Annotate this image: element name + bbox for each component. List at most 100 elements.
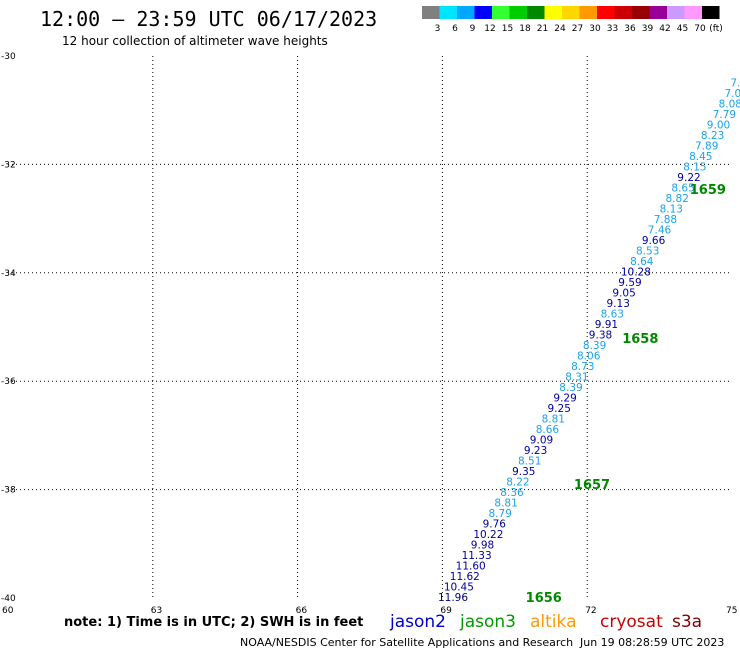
wave-height-value: 7.89 (695, 141, 718, 153)
legend-swatch (527, 6, 545, 19)
legend-swatch (457, 6, 475, 19)
track-time-label: 1656 (526, 591, 562, 606)
wave-height-value: 8.08 (719, 99, 740, 111)
wave-height-value: 8.81 (542, 414, 565, 426)
wave-height-observations: 11.9610.4511.6211.6011.339.9810.229.768.… (438, 67, 740, 604)
lon-tick-label: 60 (2, 606, 14, 616)
wave-height-value: 8.45 (689, 151, 712, 163)
legend-swatch (667, 6, 685, 19)
wave-height-value: 9.38 (589, 330, 612, 342)
lon-tick-label: 75 (726, 606, 737, 616)
wave-height-value: 8.64 (630, 256, 654, 268)
legend-label: 3 (435, 24, 441, 34)
lon-tick-label: 66 (296, 606, 308, 616)
lat-tick-label: -40 (1, 594, 16, 604)
wave-height-value: 11.60 (456, 561, 486, 573)
wave-height-value: 7.09 (725, 88, 740, 100)
wave-height-value: 8.66 (536, 424, 560, 436)
satellite-name: altika (530, 612, 577, 632)
lon-tick-label: 69 (440, 606, 452, 616)
lat-tick-label: -32 (1, 160, 16, 170)
footer-credit: NOAA/NESDIS Center for Satellite Applica… (240, 636, 573, 649)
wave-height-value: 8.31 (565, 372, 588, 384)
wave-height-value: 11.33 (462, 550, 492, 562)
wave-height-value: 10.22 (473, 529, 503, 541)
wave-height-value: 7.46 (648, 225, 672, 237)
legend-label: 12 (484, 24, 495, 34)
wave-height-value: 9.22 (677, 172, 700, 184)
legend-swatch (649, 6, 667, 19)
satellite-name: cryosat (600, 612, 663, 632)
wave-height-value: 9.23 (524, 445, 547, 457)
wave-height-value: 8.51 (518, 456, 541, 468)
legend-unit: (ft) (709, 24, 723, 34)
wave-height-value: 7.79 (713, 109, 736, 121)
wave-height-value: 9.35 (512, 466, 535, 478)
legend-swatch (509, 6, 527, 19)
satellite-name: jason3 (459, 612, 516, 632)
legend-label: 9 (470, 24, 476, 34)
wave-height-value: 9.25 (548, 403, 571, 415)
legend-swatch (562, 6, 580, 19)
track-time-label: 1658 (622, 332, 658, 347)
wave-height-value: 8.39 (583, 340, 606, 352)
wave-height-value: 10.28 (621, 267, 651, 279)
footer-timestamp: Jun 19 08:28:59 UTC 2023 (579, 636, 724, 649)
color-legend: 3 6 9 12 15 18 21 24 27 30 33 36 39 42 45 70 (ft) (422, 6, 723, 34)
wave-height-value: 8.82 (666, 193, 689, 205)
wave-height-value: 8.36 (500, 487, 524, 499)
lat-tick-label: -34 (1, 269, 16, 279)
track-time-label: 1657 (574, 478, 610, 493)
legend-swatch (422, 6, 440, 19)
wave-height-value: 8.06 (577, 351, 601, 363)
wave-height-value: 8.15 (683, 162, 706, 174)
wave-height-value: 11.62 (450, 571, 480, 583)
orbit-track-labels: 1656 1657 1658 1659 (526, 183, 726, 606)
lon-tick-label: 72 (585, 606, 596, 616)
satellite-name: s3a (672, 612, 702, 632)
legend-label: 42 (659, 24, 670, 34)
wave-height-value: 8.79 (489, 508, 512, 520)
lat-lon-grid (8, 56, 732, 598)
legend-swatch (492, 6, 510, 19)
legend-swatch (614, 6, 632, 19)
footer-note: note: 1) Time is in UTC; 2) SWH is in fe… (64, 615, 363, 630)
map-subtitle: 12 hour collection of altimeter wave hei… (62, 34, 328, 48)
wave-height-value: 8.73 (571, 361, 594, 373)
wave-height-value: 9.98 (471, 540, 494, 552)
lat-tick-label: -36 (1, 377, 16, 387)
wave-height-value: 7.56 (730, 78, 740, 90)
satellite-name: jason2 (389, 612, 446, 632)
legend-label: 36 (624, 24, 636, 34)
track-time-label: 1659 (690, 183, 726, 198)
wave-height-value: 9.00 (707, 120, 730, 132)
legend-label: 27 (572, 24, 583, 34)
legend-label: 30 (589, 24, 601, 34)
wave-height-value: 8.81 (494, 498, 517, 510)
wave-height-value: 8.13 (660, 204, 683, 216)
wave-height-value: 9.91 (595, 319, 618, 331)
wave-height-value: 8.23 (701, 130, 724, 142)
wave-height-value: 9.09 (530, 435, 553, 447)
wave-height-value: 7.88 (654, 214, 677, 226)
wave-height-value: 8.63 (601, 309, 624, 321)
legend-label: 21 (537, 24, 548, 34)
legend-swatch (474, 6, 492, 19)
legend-swatch (439, 6, 457, 19)
wave-height-value: 10.45 (444, 582, 474, 594)
legend-label: 70 (694, 24, 706, 34)
wave-height-value: 9.66 (642, 235, 666, 247)
lon-tick-label: 63 (151, 606, 162, 616)
lat-tick-label: -30 (1, 52, 16, 62)
wave-height-value: 9.76 (483, 519, 507, 531)
legend-swatch (579, 6, 597, 19)
wave-height-value: 8.39 (559, 382, 582, 394)
legend-label: 6 (452, 24, 458, 34)
satellite-legend: jason2 jason3 altika cryosat s3a (389, 612, 702, 632)
lat-tick-label: -38 (1, 486, 16, 496)
wave-height-value: 9.13 (607, 298, 630, 310)
legend-swatch (544, 6, 562, 19)
wave-height-value: 8.53 (636, 246, 659, 258)
wave-height-value: 11.96 (438, 592, 468, 604)
